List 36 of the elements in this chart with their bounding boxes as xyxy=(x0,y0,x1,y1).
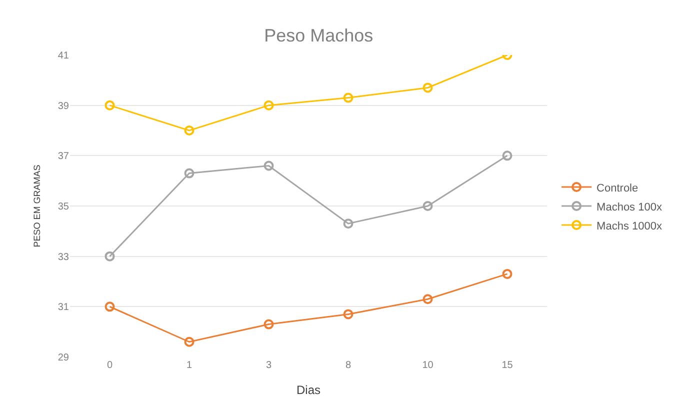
x-tick-label: 8 xyxy=(345,360,352,371)
y-tick-label: 29 xyxy=(58,352,70,364)
point xyxy=(422,201,433,211)
point xyxy=(184,168,194,178)
y-tick-label: 41 xyxy=(58,50,70,62)
point xyxy=(104,100,115,110)
y-tick-label: 31 xyxy=(58,302,70,314)
chart-title: Peso Machos xyxy=(264,25,374,46)
point xyxy=(264,100,274,110)
point xyxy=(502,268,512,279)
x-tick-label: 15 xyxy=(502,360,514,371)
y-tick-label: 33 xyxy=(58,252,70,263)
y-axis-title: PESO EM GRAMAS xyxy=(32,164,42,248)
x-tick-label: 1 xyxy=(186,360,192,371)
point xyxy=(343,92,354,103)
point xyxy=(343,309,354,320)
y-tick-label: 35 xyxy=(58,202,70,212)
y-tick-label: 37 xyxy=(58,151,70,162)
point xyxy=(343,218,354,229)
point xyxy=(422,294,433,304)
point xyxy=(104,251,115,262)
x-tick-label: 0 xyxy=(106,360,113,371)
x-tick-label: 10 xyxy=(422,360,434,371)
point xyxy=(104,302,115,312)
x-axis-title: Dias xyxy=(296,382,321,397)
legend-label: Machos 100x xyxy=(596,201,662,214)
x-tick-label: 3 xyxy=(266,360,272,371)
y-tick-label: 39 xyxy=(58,100,70,112)
legend-label: Controle xyxy=(596,182,638,194)
point xyxy=(502,150,512,161)
point xyxy=(264,319,274,330)
legend-label: Machs 1000x xyxy=(596,220,662,232)
point xyxy=(184,126,194,136)
point xyxy=(422,82,433,93)
point xyxy=(184,336,194,347)
point xyxy=(264,160,274,171)
